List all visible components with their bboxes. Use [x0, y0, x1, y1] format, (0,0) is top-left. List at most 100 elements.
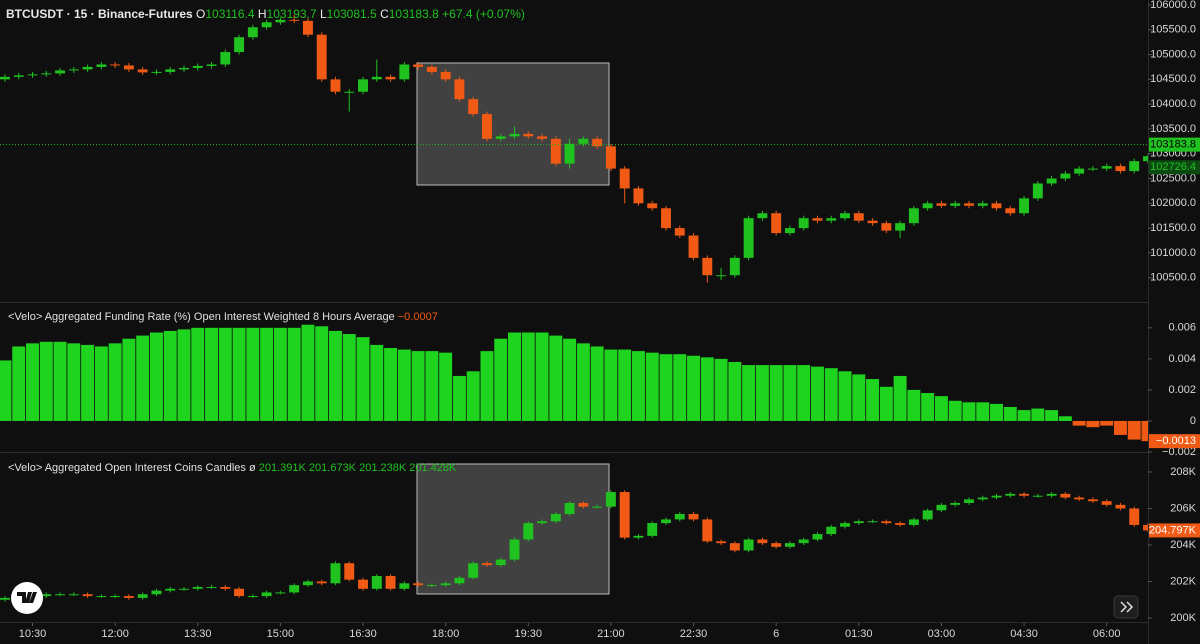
funding-value: −0.0007 [398, 311, 438, 323]
candle-body [661, 208, 671, 229]
candle-body [399, 64, 410, 80]
candle-body [261, 22, 272, 28]
bar [797, 365, 811, 421]
candle-body [426, 66, 437, 72]
candle-body [826, 526, 837, 535]
candle-body [247, 27, 258, 38]
y-tick-label: 101500.0 [1150, 222, 1196, 234]
candle-body [784, 543, 795, 547]
bar [218, 327, 232, 421]
candle-body [757, 539, 768, 544]
candle-body [413, 64, 424, 67]
scroll-button[interactable] [1113, 595, 1139, 619]
bar [342, 334, 356, 421]
bar [618, 349, 632, 421]
candle-body [0, 76, 10, 80]
bar [879, 386, 893, 421]
candle-body [1046, 178, 1057, 184]
bar [645, 352, 659, 421]
candle-body [674, 228, 685, 236]
candle-body [1074, 497, 1085, 500]
price-tag [1149, 434, 1200, 449]
candle-body [96, 596, 107, 598]
bar [0, 360, 12, 421]
candle-body [798, 539, 809, 544]
bar [67, 343, 81, 421]
candle-body [1060, 173, 1071, 179]
candle-body [647, 203, 658, 209]
candle-body [192, 65, 203, 68]
bar [12, 346, 26, 421]
candle-body [605, 492, 616, 507]
y-tick-label: 204K [1170, 539, 1196, 551]
candle-body [867, 220, 878, 224]
price-tag-label: 204.797K [1149, 524, 1197, 536]
bar [301, 324, 315, 421]
candle-body [550, 513, 561, 522]
o-label: O [196, 7, 205, 21]
candle-body [716, 275, 727, 277]
bar [962, 402, 976, 421]
candle-body [798, 218, 809, 229]
bar [976, 402, 990, 421]
candle-body [743, 539, 754, 551]
bar [425, 351, 439, 421]
candle-body [302, 581, 313, 586]
candle-body [385, 76, 396, 80]
candle-body [936, 504, 947, 511]
candle-body [413, 583, 424, 586]
candle-body [468, 99, 479, 115]
x-tick-label: 12:00 [101, 628, 129, 640]
candle-body [137, 594, 148, 598]
candle-body [729, 257, 740, 276]
candle-body [1101, 166, 1112, 169]
l-value: 103081.5 [327, 7, 377, 21]
bar [108, 343, 122, 421]
candle-body [0, 597, 10, 600]
candle-body [179, 67, 189, 70]
candle-body [564, 503, 575, 514]
candle-body [426, 585, 437, 587]
bar [1003, 406, 1017, 421]
candle-body [922, 510, 933, 520]
candle-body [1060, 493, 1071, 498]
x-tick-label: 22:30 [680, 628, 708, 640]
candle-body [688, 235, 699, 258]
bar [452, 375, 466, 421]
bar [163, 330, 177, 421]
h-value: 103193.7 [267, 7, 317, 21]
candle-body [633, 535, 644, 538]
candle-body [82, 594, 93, 597]
candle-body [371, 76, 382, 80]
bar [177, 329, 191, 421]
candle-body [991, 495, 1002, 498]
candle-body [1019, 493, 1030, 496]
candle-body [812, 534, 823, 540]
y-tick-label: 100500.0 [1150, 272, 1196, 284]
candle-body [165, 69, 176, 72]
bar [480, 351, 494, 421]
candle-body [1046, 493, 1057, 496]
candle-body [151, 71, 162, 73]
bar [315, 326, 329, 421]
candle-body [358, 579, 368, 589]
bar [508, 332, 521, 421]
y-tick-label: 102500.0 [1150, 172, 1196, 184]
candle-body [537, 136, 548, 139]
candle-body [275, 592, 286, 594]
y-tick-label: 103500.0 [1150, 123, 1196, 135]
candle-body [179, 588, 189, 590]
candle-body [440, 583, 451, 586]
candle-body [1101, 501, 1112, 505]
h-label: H [258, 7, 267, 21]
candle-body [302, 20, 313, 35]
bar [948, 400, 962, 421]
x-tick-label: 15:00 [267, 628, 295, 640]
price-tag-label: −0.0013 [1156, 435, 1196, 447]
bar [1017, 410, 1031, 421]
bar [81, 344, 95, 421]
candle-body [55, 70, 66, 74]
symbol: BTCUSDT · 15 · Binance-Futures [6, 7, 193, 21]
candle-body [578, 503, 589, 507]
bar [990, 403, 1003, 421]
